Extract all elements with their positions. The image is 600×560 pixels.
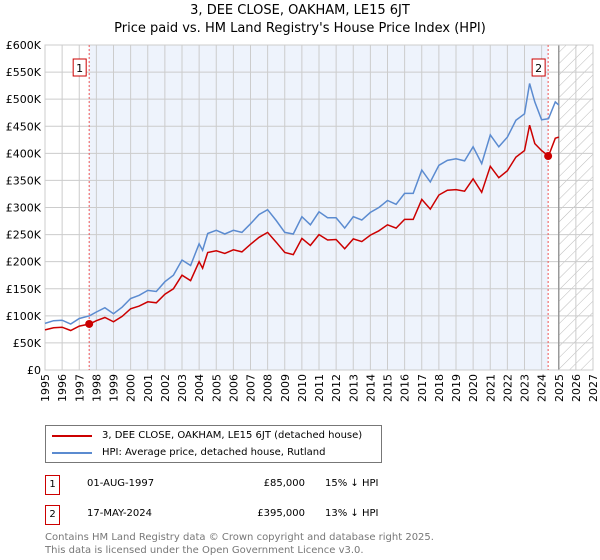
x-tick-label: 2022 <box>501 374 514 402</box>
x-tick-label: 1996 <box>56 374 69 402</box>
transaction-diff: 15% ↓ HPI <box>325 478 379 489</box>
chart-subtitle: Price paid vs. HM Land Registry's House … <box>114 21 486 36</box>
x-tick-label: 2017 <box>416 374 429 402</box>
y-tick-label: £0 <box>27 364 41 377</box>
x-tick-label: 2007 <box>245 374 258 402</box>
y-tick-label: £200K <box>6 256 42 269</box>
x-tick-label: 2024 <box>536 374 549 402</box>
sale-label: 2 <box>535 62 542 75</box>
sale-label-box <box>531 58 546 77</box>
y-tick-label: £350K <box>6 174 42 187</box>
legend-label-hpi: HPI: Average price, detached house, Rutl… <box>102 447 326 458</box>
y-tick-label: £550K <box>6 66 42 79</box>
transaction-date: 17-MAY-2024 <box>87 508 153 519</box>
x-tick-label: 2025 <box>553 374 566 402</box>
x-tick-label: 2009 <box>279 374 292 402</box>
x-tick-label: 2014 <box>364 374 377 402</box>
x-tick-label: 2015 <box>382 374 395 402</box>
y-tick-label: £500K <box>6 93 42 106</box>
y-tick-label: £400K <box>6 147 42 160</box>
y-tick-label: £100K <box>6 310 42 323</box>
x-tick-label: 2018 <box>433 374 446 402</box>
x-tick-label: 2010 <box>296 374 309 402</box>
transaction-diff: 13% ↓ HPI <box>325 508 379 519</box>
y-tick-label: £250K <box>6 229 42 242</box>
sale-point <box>85 319 94 328</box>
transaction-row: 2 17-MAY-2024 £395,000 13% ↓ HPI <box>45 505 545 525</box>
y-tick-label: £600K <box>6 39 42 52</box>
y-tick-label: £150K <box>6 283 42 296</box>
y-tick-label: £450K <box>6 120 42 133</box>
x-tick-label: 2005 <box>210 374 223 402</box>
x-tick-label: 2002 <box>159 374 172 402</box>
x-tick-label: 2021 <box>484 374 497 402</box>
x-tick-label: 1995 <box>39 374 52 402</box>
x-tick-label: 2019 <box>450 374 463 402</box>
y-tick-label: £300K <box>6 202 42 215</box>
legend-red-line <box>52 435 92 437</box>
chart-title: 3, DEE CLOSE, OAKHAM, LE15 6JT <box>190 3 410 18</box>
legend-label-property: 3, DEE CLOSE, OAKHAM, LE15 6JT (detached… <box>102 430 363 441</box>
hpi-line <box>44 83 560 325</box>
x-tick-label: 2006 <box>227 374 240 402</box>
x-tick-label: 2026 <box>570 374 583 402</box>
sale-label: 1 <box>76 62 83 75</box>
x-tick-label: 2003 <box>176 374 189 402</box>
transaction-price: £85,000 <box>263 478 305 489</box>
x-tick-label: 2000 <box>125 374 138 402</box>
line-chart: £0 £50K £100K £150K £200K £250K £300K £350K £400… <box>6 39 600 402</box>
x-tick-label: 2011 <box>313 374 326 402</box>
x-tick-label: 1999 <box>108 374 121 402</box>
x-tick-label: 2020 <box>467 374 480 402</box>
sale-label-box <box>72 58 87 77</box>
transaction-marker: 2 <box>45 505 60 525</box>
x-tick-label: 2016 <box>399 374 412 402</box>
x-tick-label: 2008 <box>262 374 275 402</box>
transaction-row: 1 01-AUG-1997 £85,000 15% ↓ HPI <box>45 475 545 495</box>
x-tick-label: 1997 <box>73 374 86 402</box>
x-tick-label: 1998 <box>90 374 103 402</box>
x-tick-label: 2001 <box>142 374 155 402</box>
transaction-price: £395,000 <box>257 508 305 519</box>
x-tick-label: 2013 <box>347 374 360 402</box>
transaction-marker: 1 <box>45 475 60 495</box>
x-tick-label: 2004 <box>193 374 206 402</box>
y-tick-label: £50K <box>13 337 42 350</box>
transaction-date: 01-AUG-1997 <box>87 478 155 489</box>
legend-blue-line <box>52 452 92 454</box>
legend: 3, DEE CLOSE, OAKHAM, LE15 6JT (detached… <box>45 425 382 463</box>
footer-copyright: Contains HM Land Registry data © Crown c… <box>45 532 434 543</box>
x-tick-label: 2012 <box>330 374 343 402</box>
plot-border <box>44 44 594 371</box>
sale-point <box>544 152 553 161</box>
property-price-line <box>44 124 560 332</box>
x-tick-label: 2027 <box>587 374 600 402</box>
footer-licence: This data is licensed under the Open Gov… <box>45 545 364 556</box>
x-tick-label: 2023 <box>519 374 532 402</box>
